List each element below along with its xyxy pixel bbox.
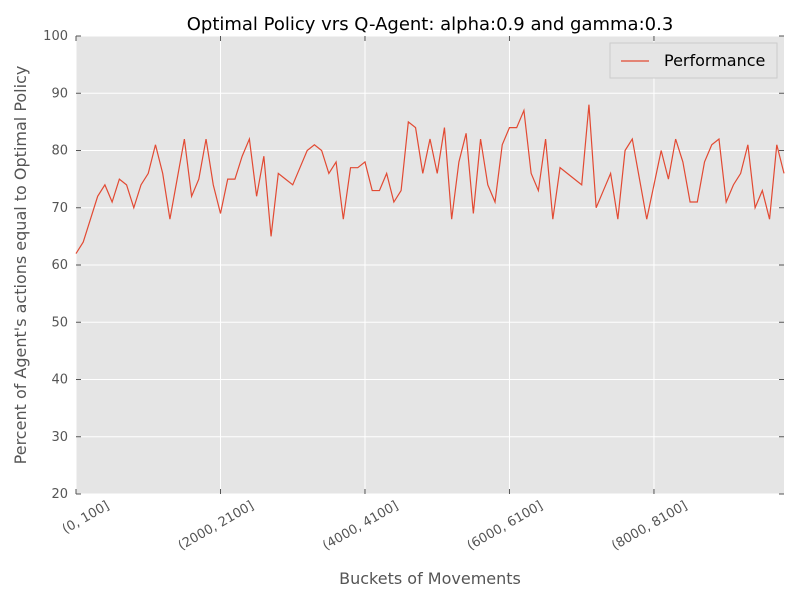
y-axis-label: Percent of Agent's actions equal to Opti… bbox=[11, 66, 30, 465]
x-axis-label: Buckets of Movements bbox=[339, 569, 521, 588]
x-tick-label: (8000, 8100] bbox=[609, 498, 690, 553]
y-tick-label: 70 bbox=[51, 201, 68, 216]
x-tick-label: (6000, 6100] bbox=[465, 498, 546, 553]
y-tick-label: 100 bbox=[43, 29, 68, 44]
y-tick-label: 60 bbox=[51, 258, 68, 273]
legend-label-performance: Performance bbox=[664, 51, 765, 70]
y-tick-label: 90 bbox=[51, 86, 68, 101]
legend: Performance bbox=[609, 42, 778, 79]
x-tick-label: (4000, 4100] bbox=[320, 498, 401, 553]
y-tick-label: 20 bbox=[51, 487, 68, 502]
y-tick-label: 50 bbox=[51, 315, 68, 330]
x-tick-label: (2000, 2100] bbox=[176, 498, 257, 553]
y-axis: 20 30 40 50 60 70 80 90 100 bbox=[43, 29, 784, 502]
series-performance-line bbox=[75, 104, 785, 254]
y-tick-label: 80 bbox=[51, 144, 68, 159]
x-tick-label: (0, 100] bbox=[60, 498, 112, 537]
y-tick-label: 30 bbox=[51, 430, 68, 445]
y-tick-label: 40 bbox=[51, 373, 68, 388]
chart-title: Optimal Policy vrs Q-Agent: alpha:0.9 an… bbox=[187, 14, 674, 35]
